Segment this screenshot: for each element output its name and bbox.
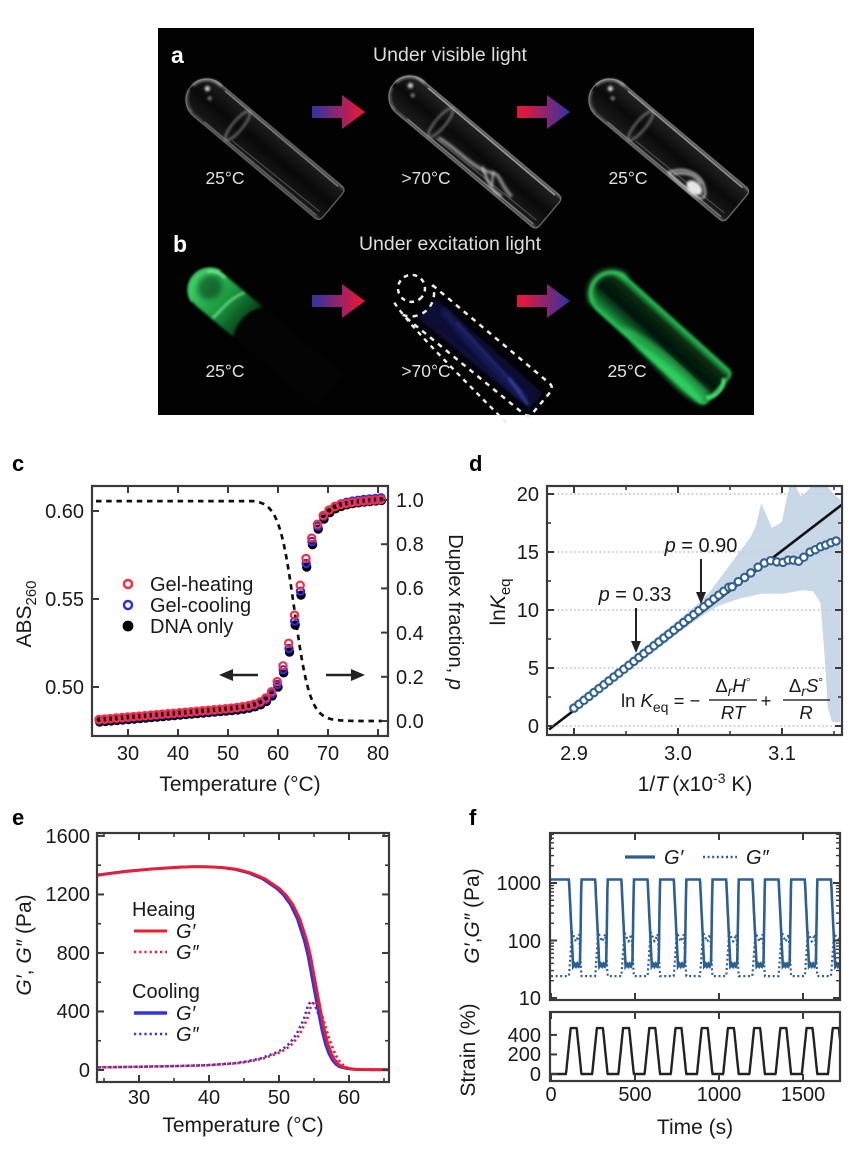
svg-text:25°C: 25°C xyxy=(607,361,646,381)
svg-text:G′: G′ xyxy=(176,921,197,943)
svg-text:400: 400 xyxy=(57,1001,90,1023)
svg-text:ln Keq = −: ln Keq = − xyxy=(621,690,700,715)
svg-text:a: a xyxy=(171,42,184,68)
svg-text:Temperature (°C): Temperature (°C) xyxy=(159,773,320,796)
svg-text:0.2: 0.2 xyxy=(396,667,424,689)
svg-text:2.9: 2.9 xyxy=(560,743,588,765)
svg-text:RT: RT xyxy=(721,702,747,723)
svg-text:800: 800 xyxy=(57,943,90,965)
svg-text:70: 70 xyxy=(317,743,339,765)
svg-text:5: 5 xyxy=(528,658,539,680)
svg-text:G″: G″ xyxy=(746,847,770,869)
svg-text:10: 10 xyxy=(519,988,541,1010)
svg-text:0.55: 0.55 xyxy=(45,589,84,611)
svg-text:f: f xyxy=(469,805,477,830)
svg-text:ΔrH°: ΔrH° xyxy=(715,675,750,699)
svg-text:G″: G″ xyxy=(176,1024,200,1046)
svg-text:Under visible light: Under visible light xyxy=(373,44,527,66)
svg-text:ΔrS°: ΔrS° xyxy=(789,675,823,699)
svg-text:200: 200 xyxy=(508,1044,541,1066)
svg-text:R: R xyxy=(799,702,812,723)
svg-text:c: c xyxy=(12,451,24,476)
svg-text:0.0: 0.0 xyxy=(396,711,424,733)
svg-text:DNA only: DNA only xyxy=(150,616,233,638)
svg-text:100: 100 xyxy=(508,931,541,953)
svg-text:G″: G″ xyxy=(176,942,200,964)
svg-text:>70°C: >70°C xyxy=(401,361,450,381)
svg-text:Strain (%): Strain (%) xyxy=(457,1003,480,1096)
svg-text:Cooling: Cooling xyxy=(132,981,200,1003)
svg-text:0.4: 0.4 xyxy=(396,623,424,645)
svg-text:1500: 1500 xyxy=(781,1084,826,1106)
svg-text:25°C: 25°C xyxy=(205,361,244,381)
svg-text:G′, G″ (Pa): G′, G″ (Pa) xyxy=(13,894,36,995)
svg-text:Gel-heating: Gel-heating xyxy=(150,574,253,596)
svg-text:Heaing: Heaing xyxy=(132,899,195,921)
svg-text:60: 60 xyxy=(338,1087,360,1109)
svg-text:e: e xyxy=(12,805,24,830)
svg-text:60: 60 xyxy=(267,743,289,765)
svg-text:0: 0 xyxy=(79,1060,90,1082)
svg-text:30: 30 xyxy=(128,1087,150,1109)
svg-text:25°C: 25°C xyxy=(205,168,244,188)
svg-text:40: 40 xyxy=(198,1087,220,1109)
svg-text:d: d xyxy=(469,451,482,476)
svg-text:0: 0 xyxy=(528,716,539,738)
svg-text:50: 50 xyxy=(268,1087,290,1109)
svg-text:0.60: 0.60 xyxy=(45,501,84,523)
svg-text:15: 15 xyxy=(517,542,539,564)
svg-text:1/T (x10-3 K): 1/T (x10-3 K) xyxy=(638,770,753,796)
svg-text:3.0: 3.0 xyxy=(664,743,692,765)
svg-text:30: 30 xyxy=(117,743,139,765)
svg-text:50: 50 xyxy=(217,743,239,765)
svg-text:+: + xyxy=(761,690,772,711)
svg-text:0: 0 xyxy=(545,1084,556,1106)
svg-text:p = 0.90: p = 0.90 xyxy=(664,535,738,557)
svg-text:80: 80 xyxy=(367,743,389,765)
svg-text:Temperature (°C): Temperature (°C) xyxy=(162,1114,323,1137)
svg-text:1200: 1200 xyxy=(46,884,91,906)
svg-text:1000: 1000 xyxy=(697,1084,742,1106)
svg-text:0.50: 0.50 xyxy=(45,677,84,699)
svg-text:>70°C: >70°C xyxy=(401,168,450,188)
svg-text:0.6: 0.6 xyxy=(396,578,424,600)
svg-text:ABS260: ABS260 xyxy=(13,580,40,647)
svg-text:Under excitation light: Under excitation light xyxy=(359,233,542,255)
svg-text:Duplex fraction, p: Duplex fraction, p xyxy=(444,534,466,690)
svg-text:b: b xyxy=(173,231,187,257)
svg-text:40: 40 xyxy=(167,743,189,765)
svg-text:Time (s): Time (s) xyxy=(657,1116,733,1139)
svg-text:0.8: 0.8 xyxy=(396,534,424,556)
svg-text:20: 20 xyxy=(517,484,539,506)
svg-text:10: 10 xyxy=(517,600,539,622)
svg-text:G′: G′ xyxy=(176,1003,197,1025)
svg-text:1.0: 1.0 xyxy=(396,490,424,512)
svg-text:3.1: 3.1 xyxy=(768,743,796,765)
svg-text:1000: 1000 xyxy=(497,873,542,895)
svg-text:Gel-cooling: Gel-cooling xyxy=(150,595,251,617)
svg-text:1600: 1600 xyxy=(46,826,91,848)
svg-text:0: 0 xyxy=(530,1064,541,1086)
svg-text:G′: G′ xyxy=(664,847,685,869)
svg-text:p = 0.33: p = 0.33 xyxy=(598,584,672,606)
svg-text:25°C: 25°C xyxy=(608,168,647,188)
svg-text:400: 400 xyxy=(508,1025,541,1047)
svg-text:lnKeq: lnKeq xyxy=(487,578,514,625)
svg-text:G′,G″ (Pa): G′,G″ (Pa) xyxy=(461,868,484,963)
svg-text:500: 500 xyxy=(618,1084,651,1106)
